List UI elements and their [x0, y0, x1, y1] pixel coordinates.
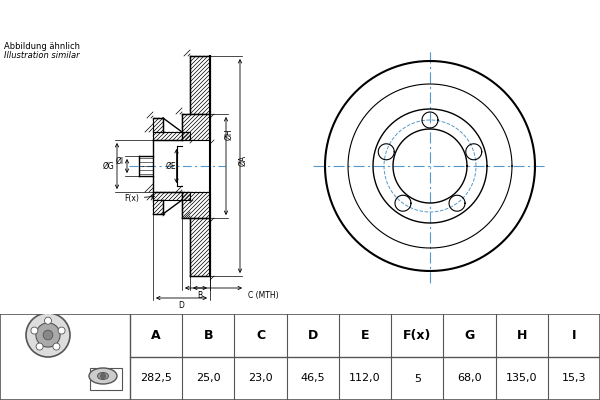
- Text: Abbildung ähnlich: Abbildung ähnlich: [4, 42, 80, 51]
- Ellipse shape: [89, 368, 117, 384]
- Text: E: E: [361, 329, 369, 342]
- Text: D: D: [308, 329, 318, 342]
- Text: B: B: [203, 329, 213, 342]
- Bar: [190, 218, 210, 276]
- Circle shape: [36, 343, 43, 350]
- Circle shape: [53, 343, 60, 350]
- Bar: [153, 118, 163, 132]
- Text: Illustration similar: Illustration similar: [4, 51, 80, 60]
- Text: ØH: ØH: [224, 128, 233, 140]
- Text: 112,0: 112,0: [349, 374, 381, 384]
- Bar: [182, 114, 210, 140]
- Circle shape: [26, 313, 70, 357]
- Circle shape: [31, 327, 38, 334]
- Text: ØG: ØG: [102, 162, 114, 170]
- Text: 46,5: 46,5: [301, 374, 325, 384]
- Bar: [182, 192, 210, 218]
- Circle shape: [58, 327, 65, 334]
- Bar: [153, 200, 163, 214]
- Text: 282,5: 282,5: [140, 374, 172, 384]
- Bar: [153, 192, 190, 200]
- Text: C (MTH): C (MTH): [248, 291, 278, 300]
- Circle shape: [44, 317, 52, 324]
- Text: D: D: [179, 301, 184, 310]
- Text: ØA: ØA: [239, 155, 248, 166]
- Bar: [190, 56, 210, 114]
- Text: F(x): F(x): [403, 329, 431, 342]
- Text: 23,0: 23,0: [248, 374, 273, 384]
- Text: 5: 5: [414, 374, 421, 384]
- Ellipse shape: [97, 372, 109, 380]
- Text: 68,0: 68,0: [457, 374, 482, 384]
- Circle shape: [36, 323, 60, 347]
- Text: A: A: [151, 329, 161, 342]
- Text: H: H: [517, 329, 527, 342]
- Text: F(x): F(x): [124, 194, 154, 203]
- Text: 24.0125-0115.1    425115: 24.0125-0115.1 425115: [160, 8, 440, 26]
- Circle shape: [43, 330, 53, 340]
- Text: I: I: [572, 329, 576, 342]
- Text: ØE: ØE: [166, 162, 176, 170]
- Text: 135,0: 135,0: [506, 374, 538, 384]
- Text: ØI: ØI: [116, 156, 124, 166]
- Text: 15,3: 15,3: [562, 374, 586, 384]
- Bar: [90, 368, 122, 390]
- Text: G: G: [464, 329, 475, 342]
- Circle shape: [101, 374, 106, 378]
- Text: C: C: [256, 329, 265, 342]
- Bar: [153, 132, 190, 140]
- Text: 25,0: 25,0: [196, 374, 221, 384]
- Text: B: B: [197, 291, 203, 300]
